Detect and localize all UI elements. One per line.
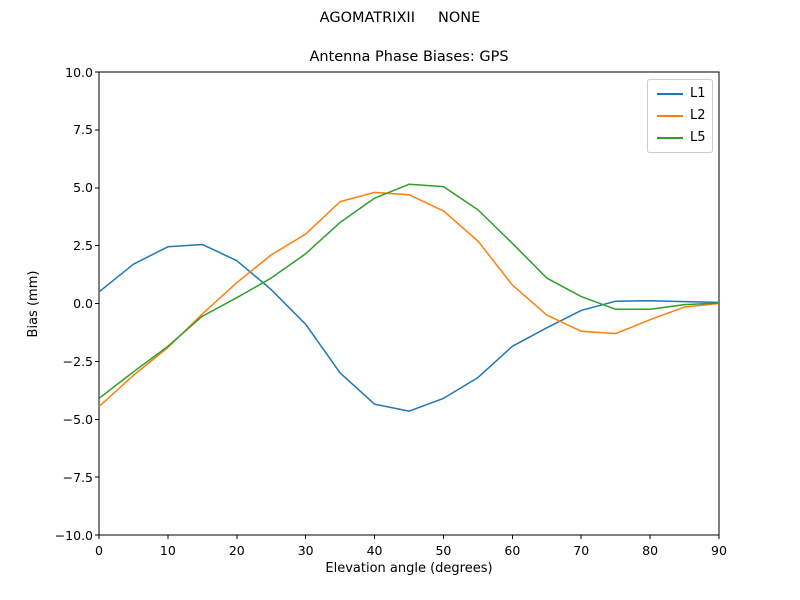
x-tick-label: 60 bbox=[504, 543, 521, 558]
y-tick-label: 2.5 bbox=[73, 238, 93, 254]
x-tick-label: 90 bbox=[711, 543, 727, 558]
x-tick-label: 30 bbox=[297, 543, 314, 558]
legend-label-l1: L1 bbox=[690, 86, 706, 101]
l5-line-swatch bbox=[657, 137, 683, 139]
x-tick-label: 40 bbox=[366, 543, 383, 558]
legend-item-l5: L5 bbox=[657, 130, 706, 145]
y-tick-label: −7.5 bbox=[62, 469, 93, 485]
legend: L1 L2 L5 bbox=[647, 79, 713, 153]
x-axis-label: Elevation angle (degrees) bbox=[325, 561, 493, 576]
series-line-l2 bbox=[98, 191, 720, 408]
y-tick-label: −10.0 bbox=[54, 527, 93, 543]
figure-suptitle: AGOMATRIXII NONE bbox=[319, 10, 481, 26]
x-tick-label: 80 bbox=[642, 543, 659, 558]
y-tick-label: 5.0 bbox=[73, 180, 93, 196]
series-line-l5 bbox=[98, 183, 720, 400]
legend-label-l2: L2 bbox=[690, 108, 706, 123]
y-tick-label: 10.0 bbox=[65, 64, 93, 80]
axes-spines bbox=[98, 71, 720, 536]
x-tick-label: 50 bbox=[435, 543, 452, 558]
x-tick-label: 20 bbox=[228, 543, 245, 558]
y-tick-label: 7.5 bbox=[73, 122, 93, 138]
legend-label-l5: L5 bbox=[690, 130, 706, 145]
l1-line-swatch bbox=[657, 93, 683, 95]
series-line-l1 bbox=[98, 243, 720, 412]
y-tick-label: −2.5 bbox=[62, 353, 93, 369]
y-tick-label: −5.0 bbox=[62, 411, 93, 427]
y-axis-label: Bias (mm) bbox=[26, 270, 41, 338]
chart-title: Antenna Phase Biases: GPS bbox=[309, 49, 509, 65]
y-tick-label: 0.0 bbox=[73, 296, 93, 311]
x-tick-label: 0 bbox=[95, 543, 103, 558]
l2-line-swatch bbox=[657, 115, 683, 117]
legend-item-l2: L2 bbox=[657, 108, 706, 123]
x-tick-label: 70 bbox=[573, 543, 590, 558]
x-tick-label: 10 bbox=[159, 543, 176, 558]
legend-item-l1: L1 bbox=[657, 86, 706, 101]
